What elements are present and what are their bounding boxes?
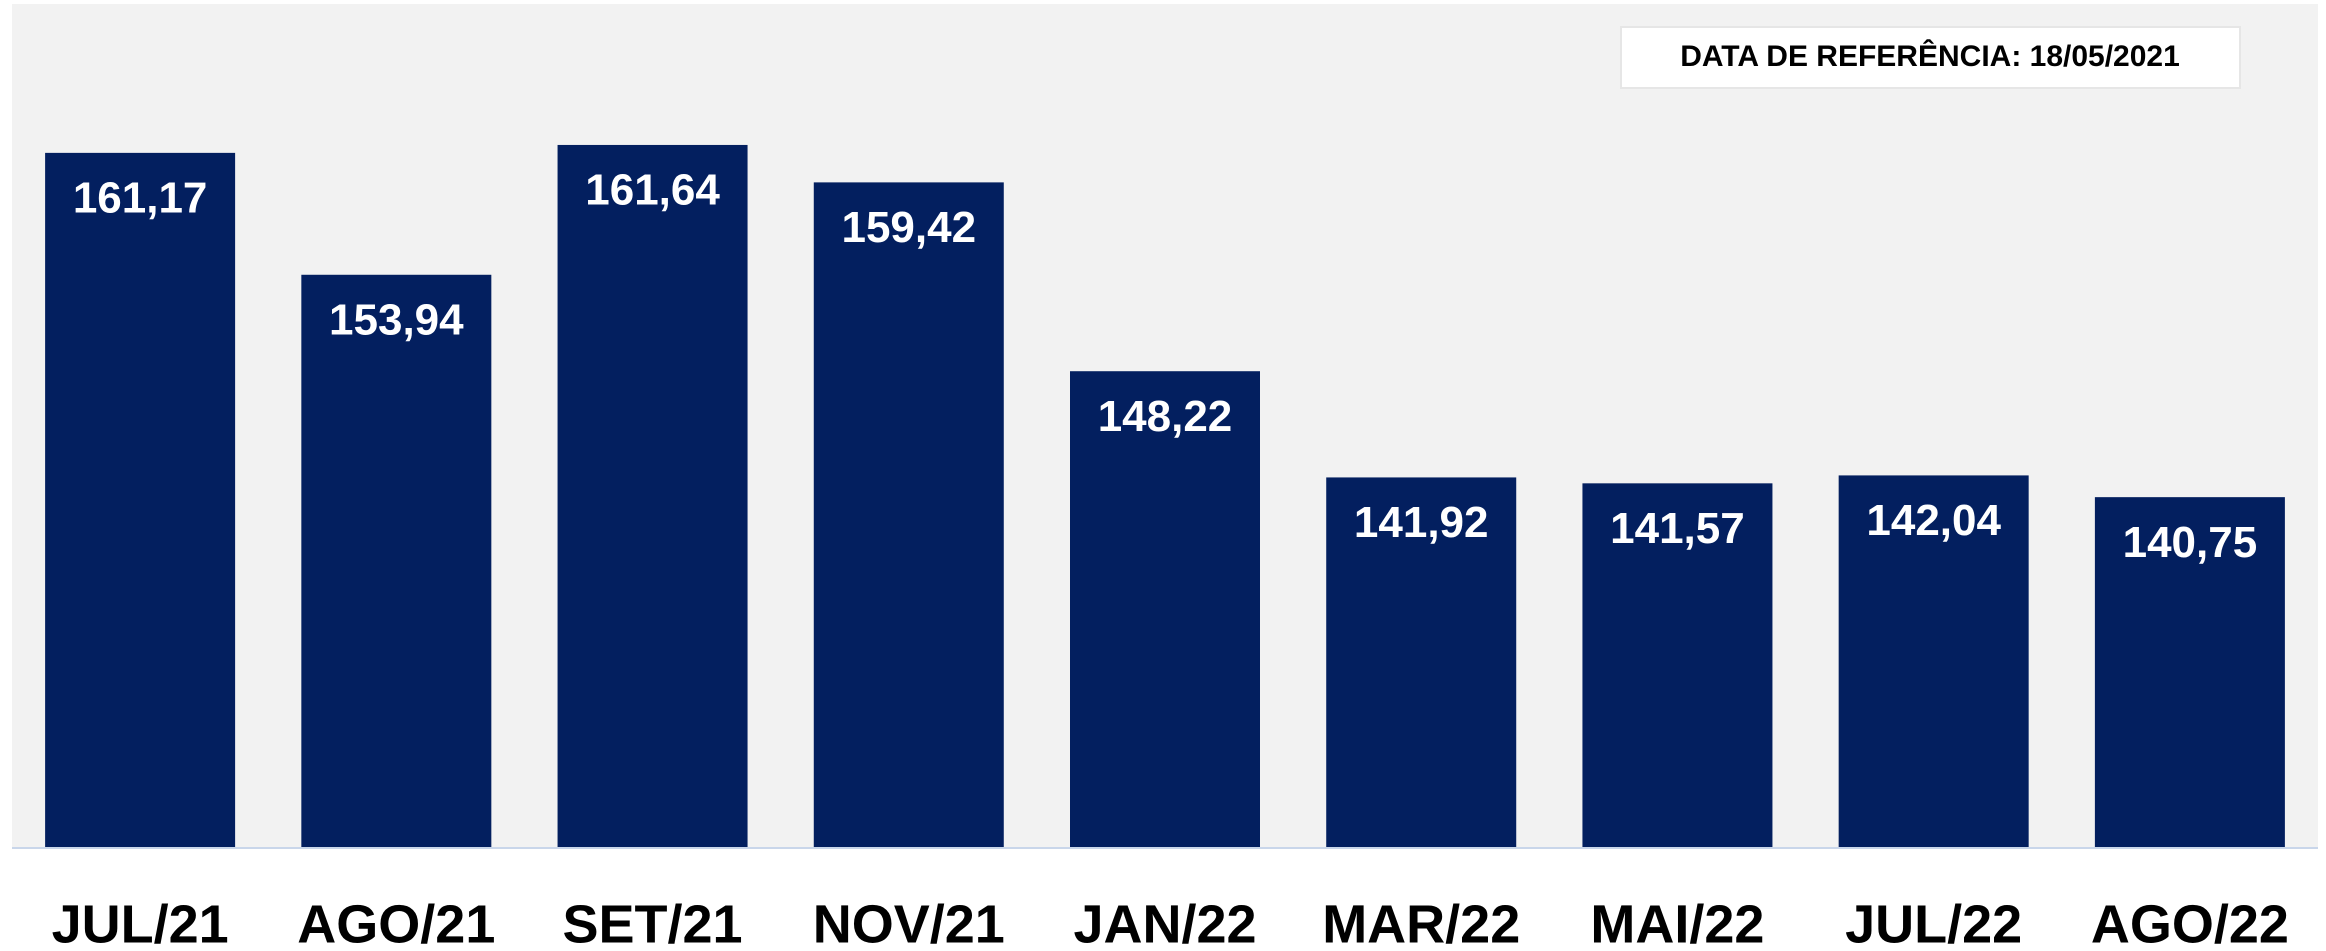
value-label: 142,04 — [1866, 496, 2001, 545]
bar — [1326, 477, 1517, 847]
value-label: 161,17 — [73, 173, 208, 222]
x-tick-label: JUL/22 — [1845, 894, 2022, 951]
x-tick-label: AGO/21 — [297, 894, 495, 951]
bar — [301, 274, 492, 847]
bar — [1582, 483, 1773, 847]
x-tick-label: SET/21 — [563, 894, 743, 951]
x-tick-label: JUL/21 — [52, 894, 229, 951]
value-label: 141,57 — [1610, 504, 1745, 553]
bar — [557, 144, 748, 848]
bar — [2094, 497, 2285, 847]
value-label: 141,92 — [1354, 498, 1489, 547]
x-tick-label: JAN/22 — [1073, 894, 1256, 951]
x-tick-label: MAI/22 — [1590, 894, 1764, 951]
x-tick-label: MAR/22 — [1322, 894, 1520, 951]
annotation: DATA DE REFERÊNCIA: 18/05/2021 — [1680, 39, 2180, 73]
value-label: 153,94 — [329, 295, 464, 344]
annotation-box — [1620, 26, 2241, 89]
value-label: 161,64 — [585, 166, 720, 215]
bar — [45, 152, 236, 848]
x-tick-label: NOV/21 — [813, 894, 1005, 951]
value-label: 148,22 — [1098, 392, 1233, 441]
bar — [813, 182, 1004, 848]
bar — [1070, 371, 1260, 847]
x-tick-label: AGO/22 — [2091, 894, 2289, 951]
value-label: 140,75 — [2123, 518, 2258, 567]
value-label: 159,42 — [841, 203, 976, 252]
bar — [1838, 475, 2029, 847]
